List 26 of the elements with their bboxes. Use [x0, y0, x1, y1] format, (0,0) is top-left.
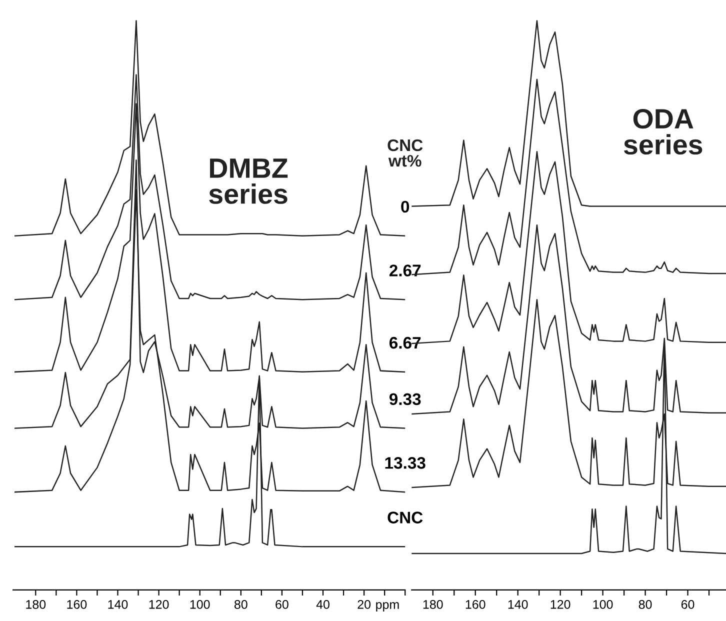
x-tick-label: 60 [681, 600, 694, 609]
series-label: 9.33 [389, 393, 421, 406]
x-tick-label: 80 [234, 600, 248, 609]
x-tick-label: 100 [593, 600, 613, 609]
x-tick-label: 80 [638, 600, 652, 609]
x-tick-label: 60 [276, 600, 288, 609]
x-tick-label: 180 [423, 600, 443, 609]
series-label: 0 [401, 200, 410, 213]
x-tick-label: 120 [550, 600, 570, 609]
x-tick-label: 160 [67, 600, 87, 609]
x-tick-label: 140 [508, 600, 528, 609]
x-tick-label: 180 [26, 600, 46, 609]
series-label: CNC [388, 512, 423, 524]
x-tick-label: 120 [149, 600, 169, 609]
annotation: DMBZ series [209, 158, 288, 204]
x-tick-label: 140 [108, 600, 128, 609]
series-label: 2.67 [389, 264, 421, 276]
x-tick-label: 40 [316, 600, 330, 609]
x-tick-label: 100 [190, 600, 210, 609]
series-label: 13.33 [385, 457, 426, 469]
annotation: ODA series [624, 108, 702, 155]
x-tick-label: 20 [358, 600, 371, 609]
annotation: CNC wt% [388, 139, 423, 167]
x-tick-label: 160 [466, 600, 486, 609]
x-axis-title: ppm [376, 602, 399, 612]
series-label: 6.67 [390, 336, 421, 349]
